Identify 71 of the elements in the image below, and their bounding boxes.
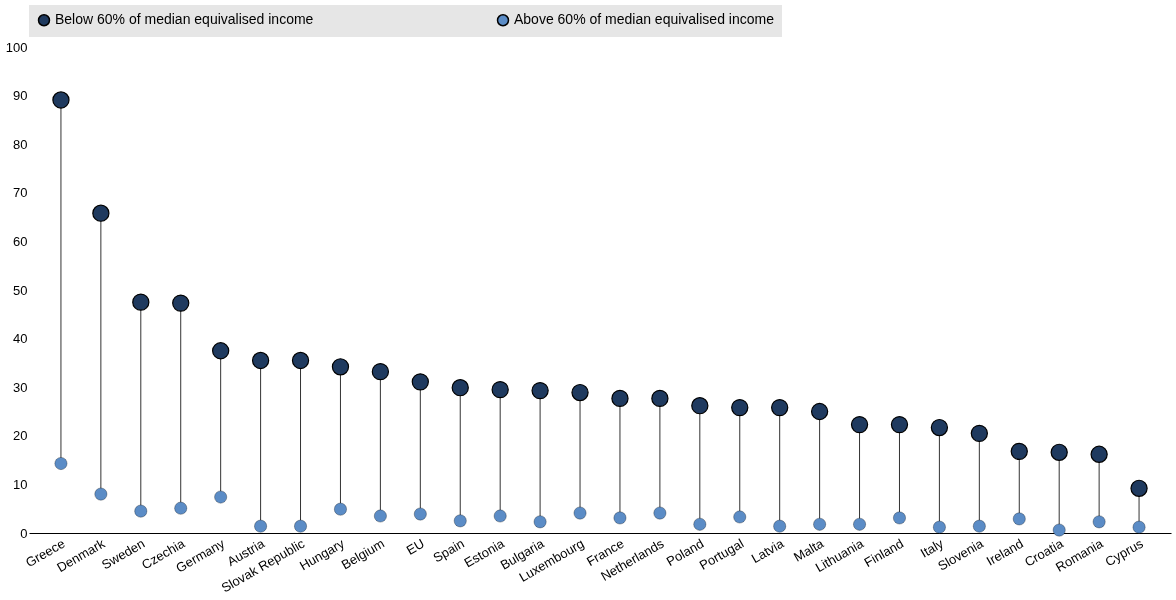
point xyxy=(54,457,68,470)
point xyxy=(291,351,310,370)
y-tick-label: 10 xyxy=(13,476,28,492)
point xyxy=(533,515,547,529)
y-tick-label: 40 xyxy=(13,331,28,347)
point xyxy=(731,398,749,417)
point xyxy=(813,517,826,531)
point xyxy=(933,520,946,534)
point xyxy=(334,502,347,516)
x-tick-label: Latvia xyxy=(748,535,787,567)
point xyxy=(571,383,589,402)
y-tick-label: 70 xyxy=(13,185,28,201)
y-tick-label: 100 xyxy=(5,39,28,55)
point xyxy=(1090,445,1108,463)
legend-label: Above 60% of median equivalised income xyxy=(514,11,775,28)
point xyxy=(132,293,150,311)
point xyxy=(294,519,307,533)
point xyxy=(491,380,509,399)
point xyxy=(212,342,230,360)
point xyxy=(451,379,469,397)
point xyxy=(810,402,829,421)
point xyxy=(733,510,747,524)
legend-label: Below 60% of median equivalised income xyxy=(55,11,314,28)
point xyxy=(970,424,988,443)
point xyxy=(371,363,390,381)
point xyxy=(1132,520,1146,534)
y-tick-label: 80 xyxy=(13,136,28,152)
point xyxy=(1050,443,1068,461)
point xyxy=(174,501,188,515)
point xyxy=(251,351,270,370)
point xyxy=(374,509,387,523)
point xyxy=(930,418,949,437)
point xyxy=(1052,523,1066,537)
point xyxy=(1012,512,1026,526)
point xyxy=(52,91,70,109)
point xyxy=(573,506,587,520)
point xyxy=(853,517,866,531)
point xyxy=(411,373,429,391)
point xyxy=(453,514,467,528)
point xyxy=(850,415,869,434)
y-tick-label: 30 xyxy=(13,379,28,395)
point xyxy=(890,415,909,434)
point xyxy=(893,511,906,525)
y-tick-label: 60 xyxy=(13,233,28,249)
y-tick-label: 90 xyxy=(13,88,28,104)
point xyxy=(691,397,709,415)
point xyxy=(613,511,627,525)
point xyxy=(214,490,227,504)
point xyxy=(651,389,669,408)
point xyxy=(493,509,507,523)
point xyxy=(693,517,707,531)
point xyxy=(414,507,427,521)
point xyxy=(1130,479,1148,497)
point xyxy=(531,381,549,400)
y-tick-label: 50 xyxy=(13,282,28,298)
point xyxy=(1092,515,1106,529)
point xyxy=(254,519,267,533)
point xyxy=(172,294,190,312)
point xyxy=(1010,442,1028,460)
point xyxy=(134,504,148,518)
point xyxy=(771,398,789,417)
point xyxy=(331,358,350,376)
point xyxy=(973,519,986,533)
x-tick-label: EU xyxy=(403,535,427,558)
point xyxy=(773,519,786,533)
point xyxy=(92,204,110,222)
point xyxy=(94,487,108,501)
y-tick-label: 0 xyxy=(20,525,28,541)
y-tick-label: 20 xyxy=(13,428,28,444)
point xyxy=(611,389,629,408)
point xyxy=(653,506,667,520)
